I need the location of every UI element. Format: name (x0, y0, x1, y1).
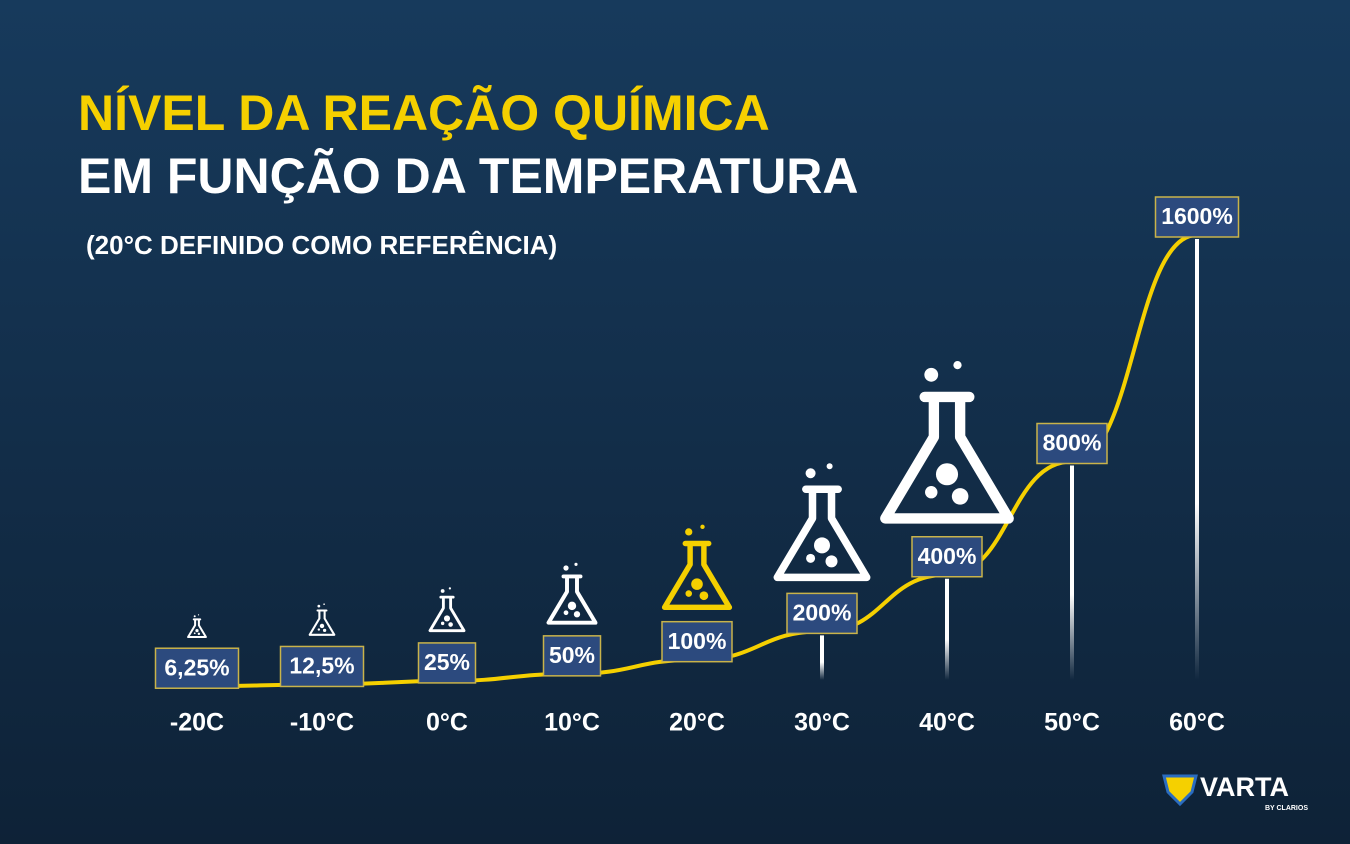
flask-body (428, 596, 466, 633)
flask-bubble (319, 623, 325, 629)
x-tick-label: 50°C (1044, 709, 1100, 737)
flask-bubble (825, 555, 838, 568)
flask-body (546, 575, 598, 625)
flask-bubble (826, 463, 833, 470)
flask-bubble (953, 360, 962, 370)
flask-bubble (806, 553, 816, 563)
value-box (1154, 196, 1240, 238)
value-label: 200% (793, 599, 852, 625)
value-label: 800% (1043, 430, 1102, 456)
x-tick-label: 30°C (794, 709, 850, 737)
flask-icon (308, 603, 336, 636)
brand-tagline: BY CLARIOS (1265, 805, 1308, 812)
x-tick-label: -10°C (290, 709, 354, 737)
value-box (1036, 422, 1108, 465)
flask-bubble (685, 528, 693, 536)
x-tick-label: 0°C (426, 709, 468, 737)
brand-name: VARTA (1200, 772, 1289, 802)
value-label: 25% (424, 649, 470, 675)
chart-subtitle: (20°C DEFINIDO COMO REFERÊNCIA) (86, 230, 557, 260)
drop-line (1070, 465, 1074, 680)
value-box (661, 620, 733, 663)
flask-bubble (197, 614, 200, 616)
value-box (154, 647, 240, 689)
chart-title: NÍVEL DA REAÇÃO QUÍMICA (78, 85, 770, 141)
x-tick-label: 20°C (669, 709, 725, 737)
flask-bubble (197, 632, 201, 636)
flask-bubble (195, 629, 199, 633)
flask-body (308, 610, 336, 636)
value-box (417, 642, 477, 684)
flask-bubble (935, 463, 959, 486)
flask-bubble (440, 621, 445, 626)
flask-icon (773, 463, 871, 582)
flask-bubble (813, 537, 831, 554)
flask-bubble (924, 367, 939, 382)
x-tick-label: 60°C (1169, 709, 1225, 737)
value-label: 6,25% (164, 654, 229, 680)
flask-bubble (925, 486, 938, 499)
flask-bubble (573, 611, 581, 618)
flask-bubble (563, 610, 569, 616)
flask-bubble (317, 604, 321, 608)
flask-icon (880, 360, 1014, 524)
flask-body (661, 542, 733, 611)
flask-bubble (317, 628, 321, 631)
flask-bubble (440, 589, 445, 593)
brand-logo: VARTA BY CLARIOS (1162, 772, 1308, 812)
flask-bubble (448, 622, 453, 627)
flask-bubble (699, 591, 709, 601)
value-box (542, 635, 602, 677)
logo-shield (1162, 774, 1198, 807)
value-box (911, 536, 983, 578)
flask-bubble (951, 488, 969, 505)
flask-icon (187, 614, 207, 639)
x-tick-label: 40°C (919, 709, 975, 737)
flask-bubble (685, 590, 692, 597)
flask-body (773, 487, 871, 582)
flask-bubble (193, 632, 196, 635)
flask-icon (546, 562, 598, 625)
flask-body (880, 394, 1014, 524)
value-label: 100% (668, 628, 727, 654)
drop-line (1195, 239, 1199, 680)
flask-bubble (700, 524, 705, 529)
value-box (279, 645, 365, 688)
flask-bubble (322, 628, 327, 633)
flask-bubble (691, 578, 703, 590)
drop-line (945, 578, 949, 680)
flask-icon (661, 524, 733, 611)
flask-bubble (443, 615, 451, 622)
flask-bubble (574, 562, 578, 566)
flask-bubble (805, 468, 816, 479)
chart-title: EM FUNÇÃO DA TEMPERATURA (78, 148, 859, 204)
value-label: 12,5% (289, 653, 354, 679)
value-box (786, 592, 858, 635)
drop-line (820, 635, 824, 680)
flask-bubble (567, 601, 577, 611)
flask-bubble (563, 565, 569, 571)
flask-icon (428, 587, 466, 633)
flask-body (187, 618, 207, 639)
value-label: 1600% (1161, 203, 1233, 229)
x-tick-label: -20C (170, 709, 224, 737)
x-tick-label: 10°C (544, 709, 600, 737)
flask-bubble (323, 603, 325, 605)
flask-bubble (448, 587, 452, 590)
value-label: 50% (549, 642, 595, 668)
flask-bubble (193, 615, 196, 618)
value-label: 400% (918, 543, 977, 569)
